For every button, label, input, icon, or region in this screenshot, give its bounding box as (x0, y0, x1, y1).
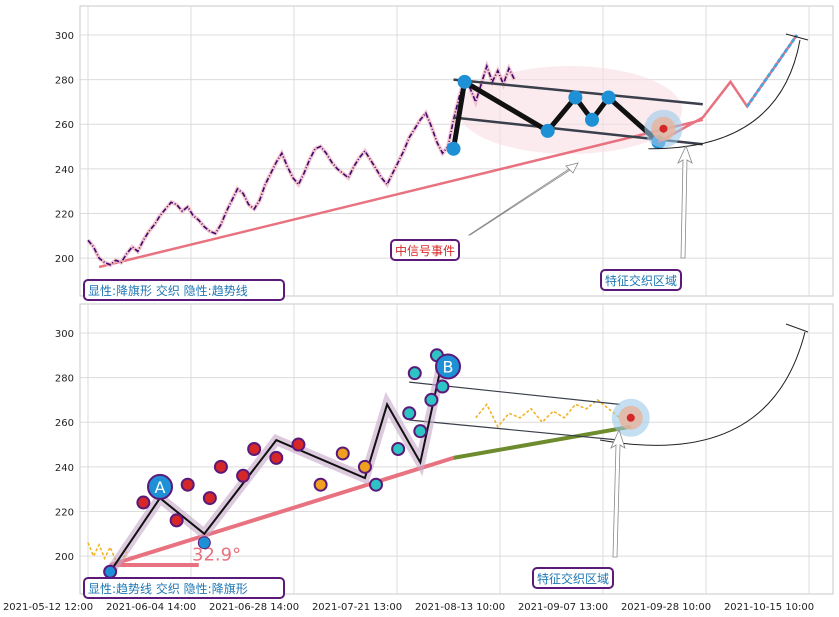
zigzag-marker (391, 442, 406, 456)
wave-marker-label: B (443, 357, 454, 376)
trend-line (109, 455, 455, 567)
bottom-grid (80, 304, 833, 594)
zigzag-marker (407, 366, 422, 381)
x-tick-label: 2021-09-28 10:00 (621, 602, 711, 613)
bottom-y-tick-label: 200 (55, 552, 74, 563)
bottom-zone-label: 特征交织区域 (537, 571, 609, 586)
pattern-point (446, 141, 461, 156)
x-tick-label: 2021-07-21 13:00 (312, 602, 402, 613)
bottom-y-tick-label: 300 (55, 329, 74, 340)
top-y-tick-label: 240 (55, 165, 74, 176)
flag-lower-line (409, 419, 620, 441)
wave-marker-b (435, 353, 461, 380)
marker-2 (197, 536, 211, 550)
signal-arrow (467, 162, 579, 236)
price-series-late (475, 398, 621, 429)
top-y-tick-label: 220 (55, 209, 74, 220)
zigzag-marker (435, 379, 450, 394)
bottom-y-tick-label: 280 (55, 374, 74, 385)
bottom-zone-label-box (532, 567, 614, 589)
bottom-content: 32.9° A B 显性:趋势线 交织 隐性:降旗形 特征交织区域 (83, 323, 809, 599)
zigzag-marker (413, 424, 428, 439)
zigzag-marker (236, 468, 251, 483)
x-tick-label: 2021-06-28 14:00 (209, 602, 299, 613)
signal-event-label: 中信号事件 (395, 243, 455, 258)
bottom-y-tick-label: 240 (55, 463, 74, 474)
zigzag-marker (213, 459, 228, 474)
top-y-tick-label: 280 (55, 76, 74, 87)
pattern-point (540, 123, 555, 138)
x-tick-label: 2021-05-12 12:00 (3, 602, 93, 613)
pattern-point (601, 90, 616, 105)
zigzag-marker (247, 442, 262, 456)
top-zone-label: 特征交织区域 (605, 273, 677, 288)
flag-zone-ellipse (458, 66, 682, 154)
zigzag-marker (369, 477, 383, 492)
start-marker (103, 564, 118, 579)
focus-core (659, 124, 668, 133)
arc-curve (599, 331, 806, 446)
pattern-point (457, 74, 472, 89)
arc-cap (785, 33, 809, 41)
bottom-y-tick-label: 220 (55, 507, 74, 518)
bottom-pattern-label: 显性:趋势线 交织 隐性:降旗形 (88, 581, 248, 596)
pattern-point (568, 90, 583, 105)
x-tick-label: 2021-09-07 13:00 (518, 602, 608, 613)
zigzag-marker (269, 450, 284, 465)
arc-cap (785, 323, 809, 333)
zigzag-marker (291, 437, 306, 452)
arc-curve (648, 39, 801, 150)
price-series (87, 63, 516, 266)
zigzag-marker (136, 495, 151, 510)
wave-marker-label: A (155, 478, 166, 497)
bottom-y-tick-label: 260 (55, 418, 74, 429)
top-zone-label-box (600, 269, 682, 291)
trend-extension (453, 424, 632, 460)
zigzag-line (109, 359, 444, 573)
zigzag-marker (424, 392, 439, 407)
top-pattern-label-box (83, 279, 285, 301)
zigzag-marker (357, 459, 372, 474)
signal-event-label-box (390, 239, 460, 261)
price-series-early (87, 542, 128, 564)
x-tick-label: 2021-06-04 14:00 (106, 602, 196, 613)
zigzag-marker (202, 491, 217, 506)
wave-marker-a (147, 473, 173, 500)
zone-arrow (610, 428, 626, 558)
zone-arrow (677, 144, 693, 259)
zigzag-marker (313, 477, 328, 492)
zigzag-marker (169, 513, 184, 528)
top-y-tick-label: 300 (55, 31, 74, 42)
top-y-ticks: 200 220 240 260 280 300 (55, 31, 74, 265)
projection-tail (745, 34, 799, 108)
bottom-x-ticks: 2021-05-12 12:00 2021-06-04 14:00 2021-06-… (3, 602, 814, 613)
pattern-point (585, 112, 599, 127)
bottom-y-ticks: 200 220 240 260 280 300 (55, 329, 74, 563)
zigzag-marker (180, 477, 195, 492)
angle-label: 32.9° (192, 545, 241, 566)
zigzag-marker (335, 446, 350, 461)
projection-line (657, 34, 798, 144)
top-y-tick-label: 200 (55, 254, 74, 265)
zigzag-marker (402, 406, 417, 421)
x-tick-label: 2021-10-15 10:00 (724, 602, 814, 613)
x-tick-label: 2021-08-13 10:00 (415, 602, 505, 613)
trend-line (98, 118, 704, 269)
top-y-tick-label: 260 (55, 120, 74, 131)
top-panel: 200 220 240 260 280 300 显性:降旗形 交织 隐性:趋势线 中信号事件… (55, 5, 834, 301)
focus-core (626, 413, 635, 422)
top-pattern-label: 显性:降旗形 交织 隐性:趋势线 (88, 283, 248, 298)
bottom-pattern-label-box (83, 577, 285, 599)
